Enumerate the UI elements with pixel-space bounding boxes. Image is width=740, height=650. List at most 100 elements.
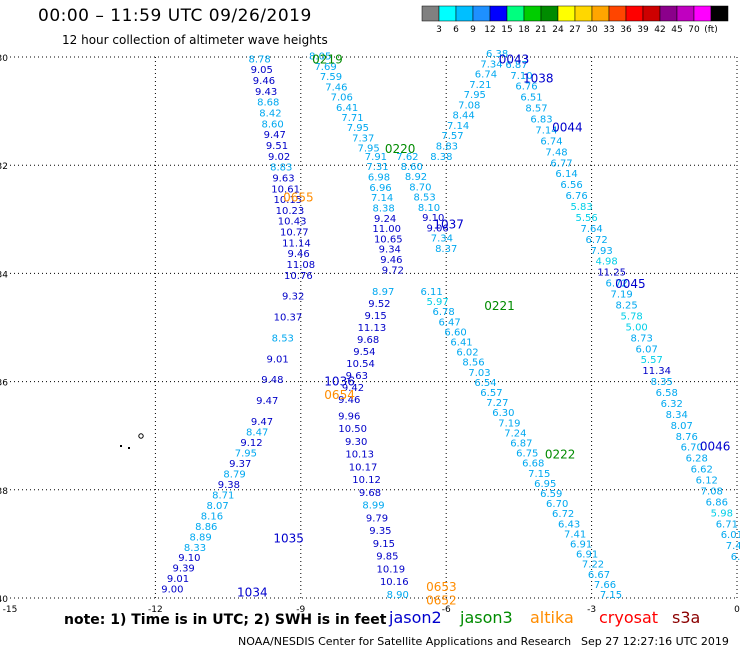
y-tick-label: -34 xyxy=(0,270,8,280)
track-value: 10.17 xyxy=(349,462,378,473)
track-value: 7.95 xyxy=(235,449,257,460)
colorbar-label: 15 xyxy=(501,25,512,35)
track-value: 9.06 xyxy=(426,223,448,234)
track-value: 7.06 xyxy=(331,93,353,104)
track-value: 6.41 xyxy=(336,103,358,114)
track-value: 8.78 xyxy=(248,54,270,65)
track-value: 7.03 xyxy=(468,368,490,379)
track-value: 6.57 xyxy=(480,388,502,399)
track-value: 9.00 xyxy=(161,585,183,596)
track-value: 6.72 xyxy=(552,509,574,520)
credit-text: NOAA/NESDIS Center for Satellite Applica… xyxy=(238,635,572,648)
track-value: 6.72 xyxy=(606,279,628,290)
track-value: 6.28 xyxy=(686,454,708,465)
track-value: 7.14 xyxy=(535,125,557,136)
track-value: 9.12 xyxy=(240,438,262,449)
track-value: 8.83 xyxy=(436,142,458,153)
pass-time-label: 0654 xyxy=(324,388,355,402)
track-value: 11.00 xyxy=(372,224,401,235)
track-value: 10.15 xyxy=(273,195,302,206)
track-value: 11.08 xyxy=(286,260,315,271)
track-value: 10.12 xyxy=(352,475,381,486)
pass-time-label: 0652 xyxy=(426,594,457,608)
track-value: 8.99 xyxy=(362,501,384,512)
track-value: 8.33 xyxy=(184,543,206,554)
x-tick-label: -15 xyxy=(3,605,18,615)
track-value: 6.56 xyxy=(560,180,582,191)
colorbar-label: 18 xyxy=(518,25,530,35)
chart-title: 00:00 – 11:59 UTC 09/26/2019 xyxy=(38,6,312,26)
satellite-legend-jason2: jason2 xyxy=(389,608,442,627)
track-value: 7.27 xyxy=(486,398,508,409)
track-value: 8.73 xyxy=(631,333,653,344)
track-value: 11.14 xyxy=(282,238,311,249)
track-value: 6.70 xyxy=(681,443,703,454)
pass-time-label: 1037 xyxy=(433,218,464,232)
track-value: 6.54 xyxy=(474,378,496,389)
pass-time-label: 0045 xyxy=(615,277,646,291)
track-value: 6.14 xyxy=(555,169,577,180)
track-value: 9.15 xyxy=(373,539,395,550)
track-value: 10.65 xyxy=(374,234,403,245)
track-value: 9.46 xyxy=(380,255,402,266)
track-value: 8.90 xyxy=(387,590,409,601)
track-value: 6.76 xyxy=(565,191,587,202)
track-value: 8.68 xyxy=(257,98,279,109)
track-value: 9.34 xyxy=(379,245,401,256)
track-value: 8.92 xyxy=(405,172,427,183)
colorbar-label: 70 xyxy=(688,25,700,35)
track-value: 6.74 xyxy=(540,136,562,147)
track-value: 8.60 xyxy=(261,119,283,130)
track-value: 6.32 xyxy=(661,399,683,410)
track-value: 10.43 xyxy=(278,217,307,228)
pass-time-label: 0043 xyxy=(499,53,530,67)
track-value: 7.46 xyxy=(325,82,347,93)
track-value: 10.23 xyxy=(276,206,305,217)
track-value: 9.52 xyxy=(368,299,390,310)
track-value: 9.46 xyxy=(338,395,360,406)
track-value: 7.66 xyxy=(594,580,616,591)
x-tick-label: -6 xyxy=(442,605,451,615)
track-value: 7.59 xyxy=(320,72,342,83)
colorbar-label: 24 xyxy=(552,25,564,35)
pass-time-label: 1038 xyxy=(523,72,554,86)
y-tick-label: -38 xyxy=(0,487,8,497)
colorbar-legend: 3 6 9 12 15 18 21 24 27 30 33 36 39 42 45 70 (ft) xyxy=(421,5,729,35)
track-value: 10.76 xyxy=(284,271,313,282)
track-value: 6.07 xyxy=(636,344,658,355)
colorbar-label: 45 xyxy=(671,25,682,35)
y-tick-label: -36 xyxy=(0,379,8,389)
track-value: 7.95 xyxy=(347,123,369,134)
track-value: 9.72 xyxy=(382,265,404,276)
track-value: 7.24 xyxy=(504,428,526,439)
track-value: 6.12 xyxy=(696,476,718,487)
track-value: 6.95 xyxy=(534,479,556,490)
track-value: 7.14 xyxy=(371,193,393,204)
track-value: 9.39 xyxy=(173,564,195,575)
track-value: 6.56 xyxy=(731,552,740,563)
track-value: 6.74 xyxy=(475,70,497,81)
track-value: 9.01 xyxy=(266,354,288,365)
island-mark xyxy=(128,447,130,449)
track-value: 9.37 xyxy=(229,459,251,470)
island-mark xyxy=(138,433,144,439)
track-value: 8.42 xyxy=(259,109,281,120)
track-value: 7.41 xyxy=(564,529,586,540)
track-value: 8.70 xyxy=(409,182,431,193)
track-value: 7.34 xyxy=(480,59,502,70)
track-value: 9.47 xyxy=(256,396,278,407)
track-value: 6.98 xyxy=(368,172,390,183)
track-value: 10.77 xyxy=(280,228,309,239)
track-value: 6.70 xyxy=(546,499,568,510)
colorbar-label: 9 xyxy=(470,25,476,35)
track-value: 5.78 xyxy=(621,311,643,322)
pass-time-label: 0220 xyxy=(385,142,416,156)
track-value: 9.30 xyxy=(345,437,367,448)
pass-time-label: 1035 xyxy=(273,531,304,545)
track-value: 9.05 xyxy=(251,65,273,76)
track-value: 9.01 xyxy=(167,574,189,585)
track-value: 10.13 xyxy=(345,450,374,461)
track-value: 7.57 xyxy=(441,131,463,142)
track-value: 9.51 xyxy=(266,141,288,152)
